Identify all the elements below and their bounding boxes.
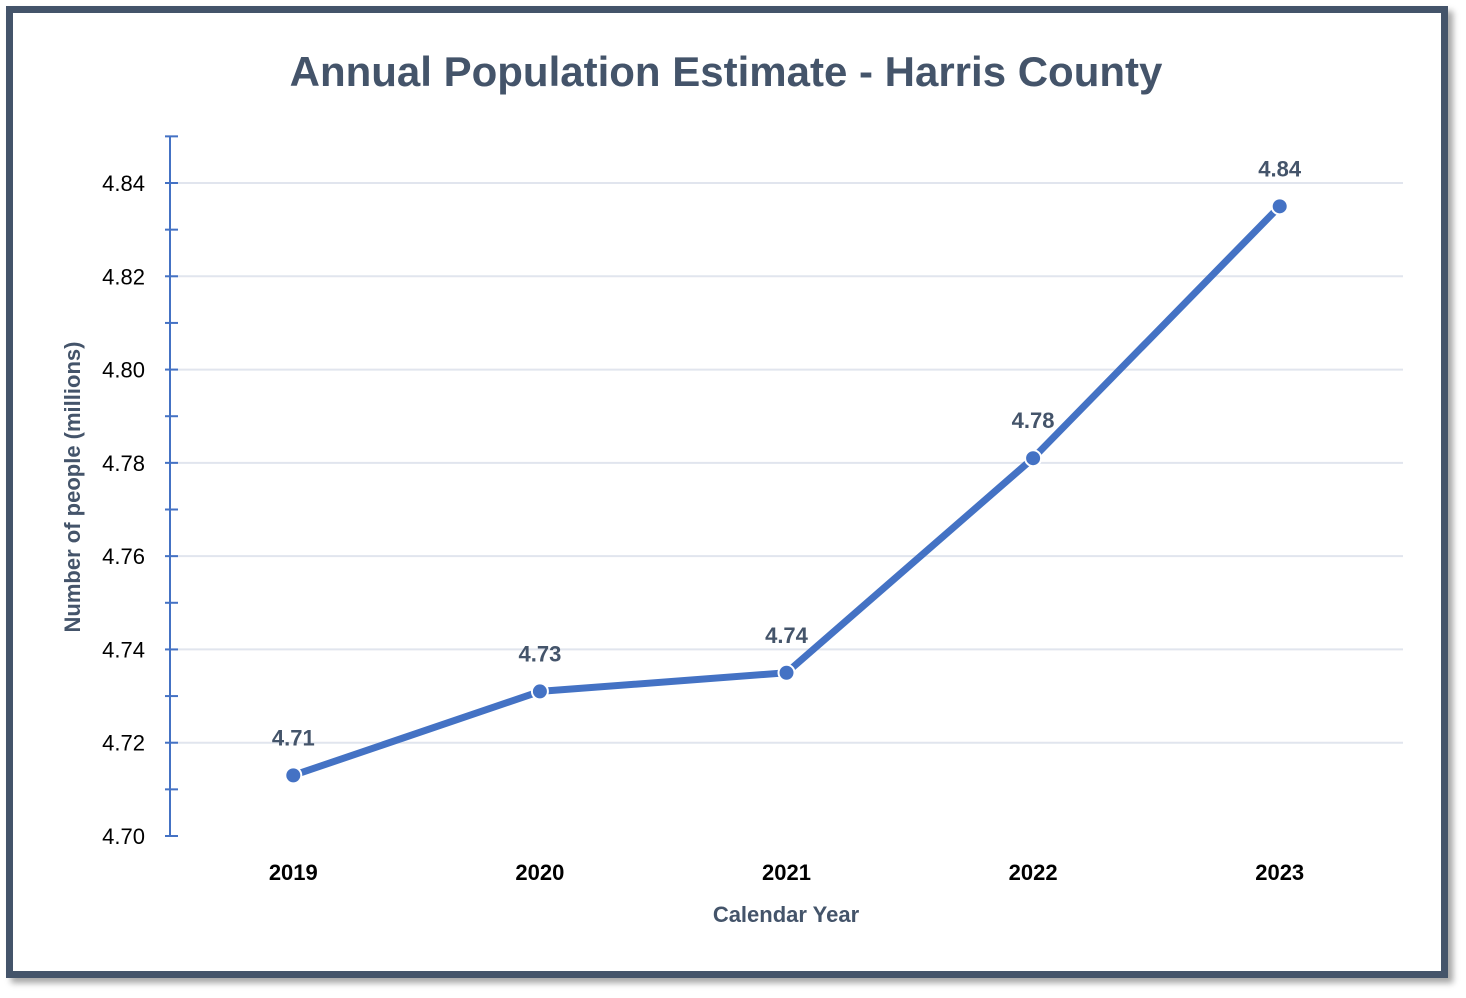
y-tick-label: 4.82: [102, 264, 145, 289]
data-point: [284, 766, 303, 785]
y-tick-label: 4.72: [102, 731, 145, 756]
x-tick-label: 2020: [515, 860, 564, 885]
data-point: [1024, 449, 1043, 468]
data-point: [530, 682, 549, 701]
x-tick-label: 2022: [1009, 860, 1058, 885]
y-tick-label: 4.78: [102, 451, 145, 476]
data-label: 4.73: [518, 641, 561, 666]
data-point: [777, 663, 796, 682]
data-label: 4.78: [1012, 408, 1055, 433]
y-tick-label: 4.76: [102, 544, 145, 569]
x-axis-label: Calendar Year: [713, 902, 860, 927]
data-point: [1270, 197, 1289, 216]
y-axis-label: Number of people (millions): [60, 342, 85, 633]
y-tick-label: 4.70: [102, 824, 145, 849]
chart-frame: [6, 6, 1448, 978]
data-label: 4.74: [765, 623, 809, 648]
y-tick-label: 4.74: [102, 637, 145, 662]
x-tick-label: 2023: [1255, 860, 1304, 885]
data-label: 4.84: [1258, 156, 1302, 181]
data-label: 4.71: [272, 725, 315, 750]
series-line: [292, 203, 1283, 779]
y-tick-label: 4.80: [102, 358, 145, 383]
y-tick-label: 4.84: [102, 171, 145, 196]
chart-title: Annual Population Estimate - Harris Coun…: [290, 48, 1163, 95]
x-tick-label: 2019: [269, 860, 318, 885]
x-tick-label: 2021: [762, 860, 811, 885]
